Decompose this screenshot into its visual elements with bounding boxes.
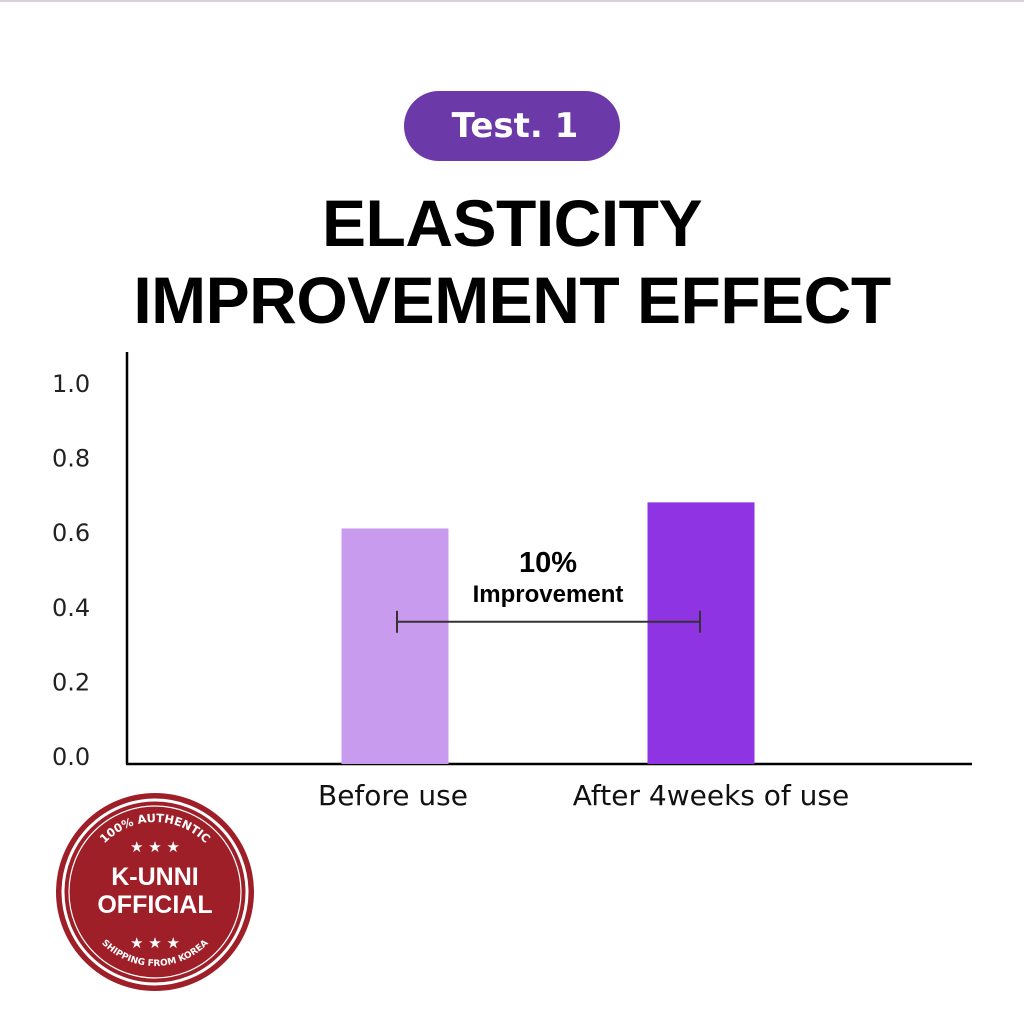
y-tick-label: 0.2 [52,668,90,696]
x-tick-label: Before use [318,779,468,812]
y-tick-labels: 0.0 0.2 0.4 0.6 0.8 1.0 [52,370,90,771]
improvement-annotation: 10% Improvement [396,547,701,633]
stamp-inner-ring [68,805,242,979]
bars [341,502,755,764]
improvement-label: Improvement [473,581,624,608]
improvement-percent: 10% [519,547,577,579]
y-tick-label: 0.8 [52,445,90,473]
k-unni-official-stamp: 100% AUTHENTIC ★ ★ ★ K-UNNI OFFICIAL ★ ★… [56,793,254,991]
x-tick-label: After 4weeks of use [573,779,849,812]
x-tick-labels: Before use After 4weeks of use [318,779,849,812]
stamp-white-ring [61,798,249,986]
bar-after-4weeks [647,502,755,764]
y-tick-label: 1.0 [52,370,90,398]
stamp-star-row-bottom: ★ ★ ★ [130,934,180,952]
bar-before-use [341,528,449,764]
y-tick-label: 0.4 [52,594,90,622]
page-title-line-2: IMPROVEMENT EFFECT [133,263,891,337]
stamp-outer-circle [56,793,254,991]
y-tick-label: 0.6 [52,519,90,547]
stamp-line-1: K-UNNI [111,863,199,891]
y-tick-label: 0.0 [52,743,90,771]
stamp-line-2: OFFICIAL [97,891,212,919]
top-border-line [0,0,1024,2]
stamp-star-row-top: ★ ★ ★ [130,838,180,856]
page-title-line-1: ELASTICITY [321,186,703,260]
test-badge: Test. 1 [404,91,620,161]
